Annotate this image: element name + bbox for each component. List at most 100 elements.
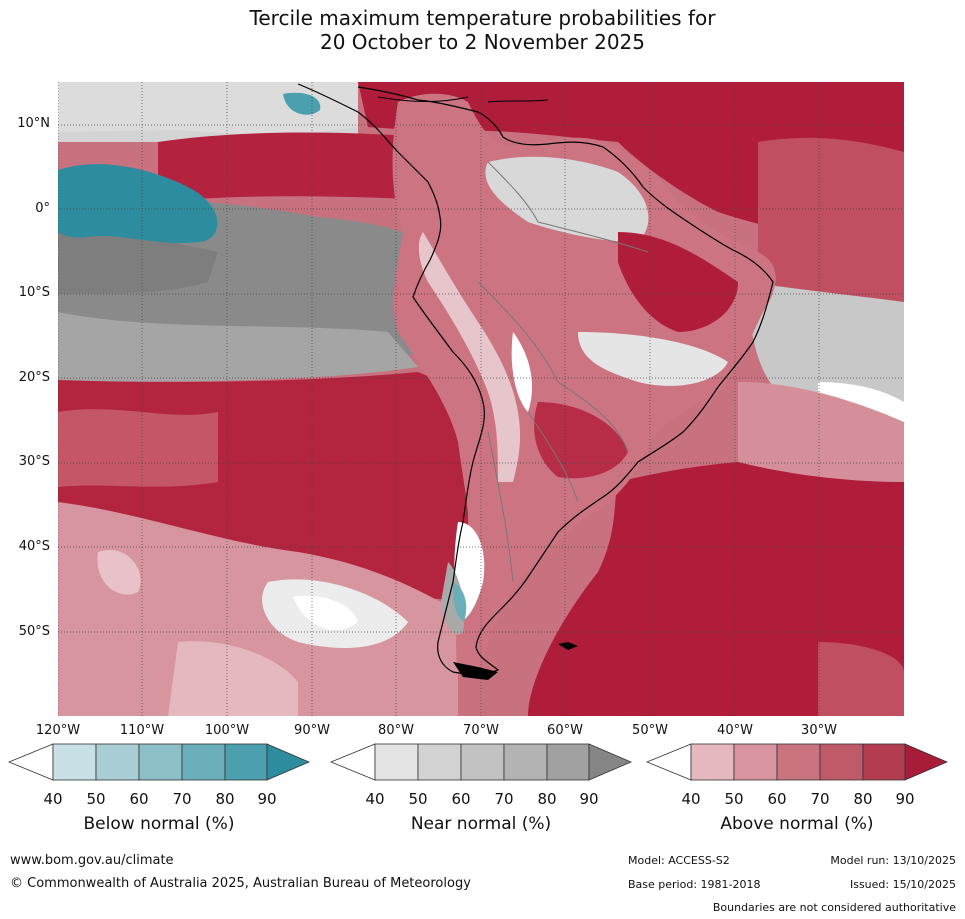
colorbar-above-normal-swatch-2: [733, 743, 778, 781]
region-near-normal: [58, 82, 358, 137]
tick-near-80: 80: [537, 790, 557, 808]
region-above-normal: [758, 137, 904, 332]
copyright-text: © Commonwealth of Australia 2025, Austra…: [10, 876, 471, 891]
lon-label-40w: 40°W: [717, 723, 753, 738]
tick-below-50: 50: [86, 790, 106, 808]
south-america-land: [392, 93, 776, 672]
region-above-normal: [738, 382, 904, 482]
colorbar-below-normal-swatch-5: [224, 743, 268, 781]
colorbar-near-normal-swatch-2: [417, 743, 462, 781]
lon-label-100w: 100°W: [204, 723, 250, 738]
colorbar-below-normal: 40 50 60 70 80 90 Below normal (%): [7, 742, 311, 842]
colorbar-near-normal-swatch-5: [546, 743, 590, 781]
lon-label-60w: 60°W: [547, 723, 583, 738]
region-above-normal: [418, 232, 521, 482]
tick-below-40: 40: [43, 790, 63, 808]
tick-below-70: 70: [172, 790, 192, 808]
tick-below-90: 90: [257, 790, 277, 808]
colorbar-above-normal-label: Above normal (%): [720, 814, 874, 834]
lat-label-30s: 30°S: [18, 454, 50, 469]
colorbar-below-normal-swatch-3: [138, 743, 183, 781]
title-line-2: 20 October to 2 November 2025: [319, 30, 646, 54]
region-near-normal: [511, 332, 533, 412]
region-near-normal: [485, 156, 649, 242]
lat-label-10n: 10°N: [17, 116, 50, 131]
region-above-normal: [618, 232, 738, 332]
region-near-normal: [293, 595, 358, 630]
region-below-normal: [283, 92, 321, 115]
probability-map: [58, 82, 904, 716]
region-near-normal: [441, 562, 465, 635]
lon-label-70w: 70°W: [463, 723, 499, 738]
tick-near-40: 40: [365, 790, 385, 808]
lon-label-120w: 120°W: [35, 723, 81, 738]
lon-label-110w: 110°W: [119, 723, 165, 738]
tick-above-50: 50: [724, 790, 744, 808]
tick-below-60: 60: [129, 790, 149, 808]
lat-label-10s: 10°S: [18, 285, 50, 300]
region-below-normal: [452, 582, 467, 622]
lon-label-30w: 30°W: [801, 723, 837, 738]
colorbar-near-normal-label: Near normal (%): [410, 814, 552, 834]
colorbar-above-normal: 40 50 60 70 80 90 Above normal (%): [645, 742, 949, 842]
title-line-1: Tercile maximum temperature probabilitie…: [249, 6, 716, 30]
region-near-normal: [58, 312, 418, 382]
colorbar-below-normal-swatch-6: [266, 743, 311, 781]
region-above-normal: [58, 409, 218, 487]
base-period: Base period: 1981-2018: [628, 878, 761, 891]
boundaries-disclaimer: Boundaries are not considered authoritat…: [712, 901, 956, 914]
colorbar-above-normal-swatch-5: [862, 743, 906, 781]
tick-above-90: 90: [895, 790, 915, 808]
colorbar-above-normal-swatch-1: [690, 743, 735, 781]
lat-label-40s: 40°S: [18, 539, 50, 554]
lon-label-80w: 80°W: [378, 723, 414, 738]
colorbar-near-normal-swatch-6: [588, 743, 633, 781]
colorbar-above-normal-swatches: [645, 743, 949, 781]
colorbar-near-normal-swatch-1: [374, 743, 419, 781]
tick-near-70: 70: [494, 790, 514, 808]
model-name: Model: ACCESS-S2: [628, 854, 730, 867]
tierra-del-fuego: [453, 662, 498, 680]
tick-above-80: 80: [853, 790, 873, 808]
tick-above-40: 40: [681, 790, 701, 808]
colorbar-above-normal-swatch-6: [904, 743, 949, 781]
colorbar-below-normal-swatch-0: [7, 743, 54, 781]
tick-above-70: 70: [810, 790, 830, 808]
caribbean-islands: [377, 96, 549, 103]
colorbar-below-normal-swatch-2: [95, 743, 140, 781]
colorbar-below-normal-swatch-1: [52, 743, 97, 781]
region-near-normal: [58, 231, 218, 294]
region-near-normal: [578, 332, 728, 386]
colorbar-above-normal-swatch-3: [776, 743, 821, 781]
issued-date: Issued: 15/10/2025: [849, 878, 956, 891]
model-run: Model run: 13/10/2025: [830, 854, 956, 867]
colorbar-near-normal: 40 50 60 70 80 90 Near normal (%): [329, 742, 633, 842]
region-above-normal: [168, 641, 298, 716]
region-above-normal: [818, 642, 904, 716]
region-above-normal: [528, 458, 904, 716]
lon-label-50w: 50°W: [632, 723, 668, 738]
region-above-normal: [97, 550, 141, 595]
lat-label-50s: 50°S: [18, 624, 50, 639]
website-link[interactable]: www.bom.gov.au/climate: [10, 853, 174, 868]
coastline: [297, 83, 774, 675]
tick-near-60: 60: [451, 790, 471, 808]
country-borders: [477, 161, 649, 583]
graticule: [58, 82, 904, 716]
tick-above-60: 60: [767, 790, 787, 808]
lon-label-90w: 90°W: [294, 723, 330, 738]
colorbar-above-normal-swatch-4: [819, 743, 864, 781]
colorbar-near-normal-swatch-4: [503, 743, 548, 781]
colorbar-near-normal-swatch-3: [460, 743, 505, 781]
lat-label-20s: 20°S: [18, 370, 50, 385]
colorbar-near-normal-swatch-0: [329, 743, 376, 781]
region-above-normal: [58, 502, 458, 716]
map-title: Tercile maximum temperature probabilitie…: [0, 6, 965, 54]
tick-near-90: 90: [579, 790, 599, 808]
region-below-normal: [58, 164, 218, 244]
lat-label-0: 0°: [35, 201, 50, 216]
colorbar-below-normal-swatch-4: [181, 743, 226, 781]
falkland-islands: [558, 642, 578, 650]
colorbar-near-normal-swatches: [329, 743, 633, 781]
colorbar-above-normal-swatch-0: [645, 743, 692, 781]
